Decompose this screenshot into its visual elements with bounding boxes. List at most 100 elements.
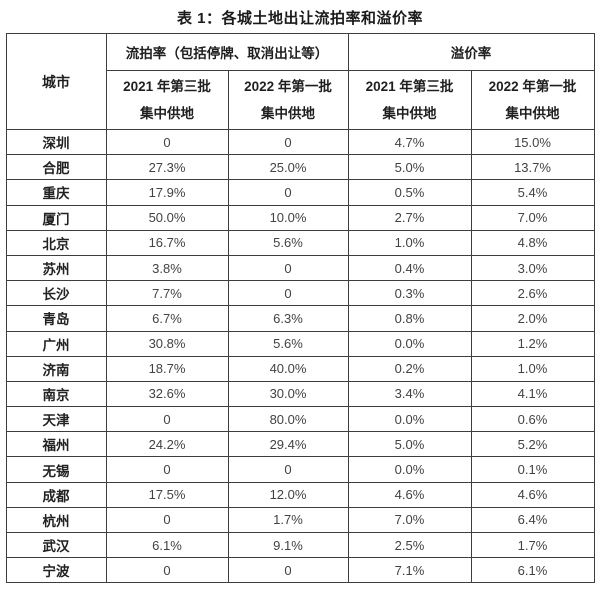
city-cell: 北京 [5,229,107,256]
value-cell: 25.0% [227,154,349,181]
city-cell: 无锡 [5,456,107,483]
value-cell: 12.0% [227,481,349,508]
value-cell: 4.7% [347,128,472,156]
value-cell: 6.1% [105,531,229,559]
subheader-premium-2021-batch3: 2021 年第三批 集中供地 [347,70,472,130]
value-cell: 0 [105,557,229,584]
city-cell: 苏州 [5,254,107,282]
table-header: 城市 流拍率（包括停牌、取消出让等） 溢价率 2021 年第三批 集中供地 20… [5,33,595,130]
city-cell: 福州 [5,431,107,458]
value-cell: 0 [105,506,229,534]
value-cell: 0.0% [347,456,472,483]
table-row: 长沙 7.7% 0 0.3% 2.6% [5,280,595,307]
value-cell: 15.0% [470,128,595,156]
value-cell: 30.8% [105,330,229,357]
value-cell: 1.0% [470,355,595,382]
table-title: 表 1：各城土地出让流拍率和溢价率 [176,10,423,27]
value-cell: 0.0% [347,330,472,357]
table-row: 杭州 0 1.7% 7.0% 6.4% [5,506,595,534]
value-cell: 7.7% [105,280,229,307]
value-cell: 27.3% [105,154,229,181]
city-cell: 成都 [5,481,107,508]
value-cell: 2.0% [470,305,595,332]
value-cell: 0 [227,456,349,483]
value-cell: 6.1% [470,557,595,584]
value-cell: 29.4% [227,431,349,458]
city-cell: 广州 [5,330,107,357]
city-cell: 杭州 [5,506,107,534]
city-cell: 宁波 [5,557,107,584]
table-body: 深圳 0 0 4.7% 15.0% 合肥 27.3% 25.0% 5.0% 13.7% 重庆 17.9… [5,128,595,584]
table-row: 广州 30.8% 5.6% 0.0% 1.2% [5,330,595,357]
value-cell: 3.8% [105,254,229,282]
value-cell: 6.7% [105,305,229,332]
city-cell: 厦门 [5,204,107,231]
table-row: 青岛 6.7% 6.3% 0.8% 2.0% [5,305,595,332]
value-cell: 1.7% [227,506,349,534]
table-row: 苏州 3.8% 0 0.4% 3.0% [5,254,595,282]
header-row-groups: 城市 流拍率（包括停牌、取消出让等） 溢价率 [5,33,595,130]
data-table: 城市 流拍率（包括停牌、取消出让等） 溢价率 2021 年第三批 集中供地 20… [5,33,595,584]
value-cell: 7.0% [347,506,472,534]
value-cell: 1.7% [470,531,595,559]
table-row: 武汉 6.1% 9.1% 2.5% 1.7% [5,531,595,559]
value-cell: 2.5% [347,531,472,559]
value-cell: 5.0% [347,431,472,458]
value-cell: 0 [105,128,229,156]
value-cell: 0 [105,456,229,483]
value-cell: 0.2% [347,355,472,382]
value-cell: 0.6% [470,406,595,433]
value-cell: 17.5% [105,481,229,508]
value-cell: 0.8% [347,305,472,332]
city-cell: 深圳 [5,128,107,156]
subheader-failure-2021-batch3: 2021 年第三批 集中供地 [105,70,229,130]
value-cell: 13.7% [470,154,595,181]
value-cell: 16.7% [105,229,229,256]
value-cell: 0.4% [347,254,472,282]
table-row: 天津 0 80.0% 0.0% 0.6% [5,406,595,433]
subheader-premium-2022-batch1: 2022 年第一批 集中供地 [470,70,595,130]
value-cell: 4.1% [470,380,595,408]
value-cell: 5.0% [347,154,472,181]
table-row: 合肥 27.3% 25.0% 5.0% 13.7% [5,154,595,181]
city-cell: 合肥 [5,154,107,181]
city-cell: 南京 [5,380,107,408]
city-cell: 济南 [5,355,107,382]
value-cell: 5.6% [227,229,349,256]
value-cell: 5.6% [227,330,349,357]
value-cell: 3.4% [347,380,472,408]
table-row: 成都 17.5% 12.0% 4.6% 4.6% [5,481,595,508]
city-cell: 长沙 [5,280,107,307]
value-cell: 9.1% [227,531,349,559]
value-cell: 5.2% [470,431,595,458]
value-cell: 0.1% [470,456,595,483]
subheader-failure-2022-batch1: 2022 年第一批 集中供地 [227,70,349,130]
value-cell: 0 [227,179,349,206]
value-cell: 1.2% [470,330,595,357]
table-row: 北京 16.7% 5.6% 1.0% 4.8% [5,229,595,256]
value-cell: 0.0% [347,406,472,433]
header-row-subcolumns: 2021 年第三批 集中供地 2022 年第一批 集中供地 2021 年第三批 … [6,70,595,130]
value-cell: 2.7% [347,204,472,231]
value-cell: 80.0% [227,406,349,433]
value-cell: 6.4% [470,506,595,534]
table-row: 厦门 50.0% 10.0% 2.7% 7.0% [5,204,595,231]
table-row: 济南 18.7% 40.0% 0.2% 1.0% [5,355,595,382]
header-city: 城市 [5,33,107,130]
value-cell: 5.4% [470,179,595,206]
value-cell: 0 [227,557,349,584]
header-group-premium-rate: 溢价率 [347,33,595,71]
city-cell: 青岛 [5,305,107,332]
value-cell: 0.3% [347,280,472,307]
value-cell: 10.0% [227,204,349,231]
value-cell: 50.0% [105,204,229,231]
value-cell: 2.6% [470,280,595,307]
value-cell: 4.6% [470,481,595,508]
value-cell: 6.3% [227,305,349,332]
value-cell: 4.8% [470,229,595,256]
value-cell: 0 [105,406,229,433]
value-cell: 0 [227,280,349,307]
table-row: 宁波 0 0 7.1% 6.1% [5,557,595,584]
city-cell: 天津 [5,406,107,433]
